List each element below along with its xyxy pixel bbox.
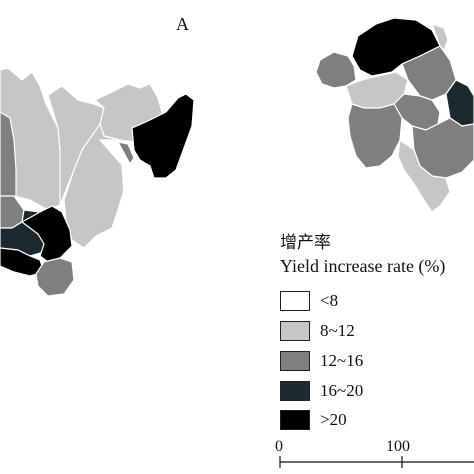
region	[21, 205, 73, 263]
legend-item: 8~12	[280, 320, 355, 342]
legend-swatch	[280, 410, 310, 430]
region	[431, 23, 449, 51]
region	[393, 93, 441, 131]
region	[397, 139, 451, 213]
legend-title-chinese: 增产率	[280, 233, 331, 253]
legend-label: >20	[320, 410, 347, 429]
legend-label: 16~20	[320, 381, 364, 400]
region	[117, 141, 135, 165]
region	[131, 93, 195, 179]
legend-item: 12~16	[280, 350, 363, 372]
legend-label: <8	[320, 291, 339, 310]
legend-swatch	[280, 381, 310, 401]
scale-tick-label: 100	[386, 438, 410, 455]
legend-swatch	[280, 351, 310, 371]
legend-title: Yield increase rate (%)	[280, 256, 446, 276]
legend-label: 8~12	[320, 321, 355, 340]
legend-item: 16~20	[280, 380, 363, 402]
region	[347, 103, 403, 169]
legend-swatch	[280, 291, 310, 311]
region	[35, 257, 75, 297]
legend-item: >20	[280, 409, 347, 431]
legend-item: <8	[280, 290, 338, 312]
scale-tick-label: 0	[275, 438, 283, 455]
region	[0, 111, 17, 201]
panel-label: A	[176, 14, 189, 34]
region	[315, 51, 357, 89]
scale-bar	[279, 456, 474, 468]
legend-label: 12~16	[320, 351, 364, 370]
legend-swatch	[280, 321, 310, 341]
